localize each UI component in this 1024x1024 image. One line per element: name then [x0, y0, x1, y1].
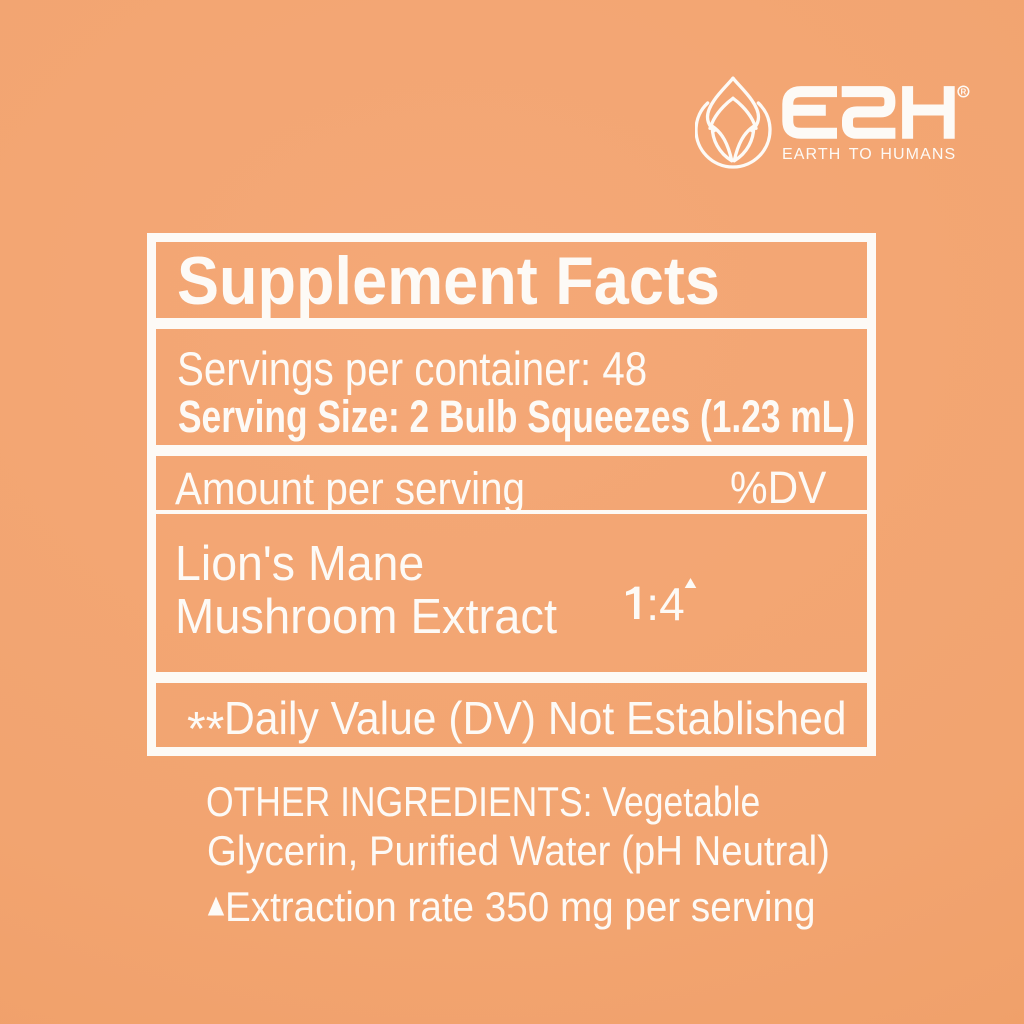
svg-text:R: R: [961, 88, 967, 97]
